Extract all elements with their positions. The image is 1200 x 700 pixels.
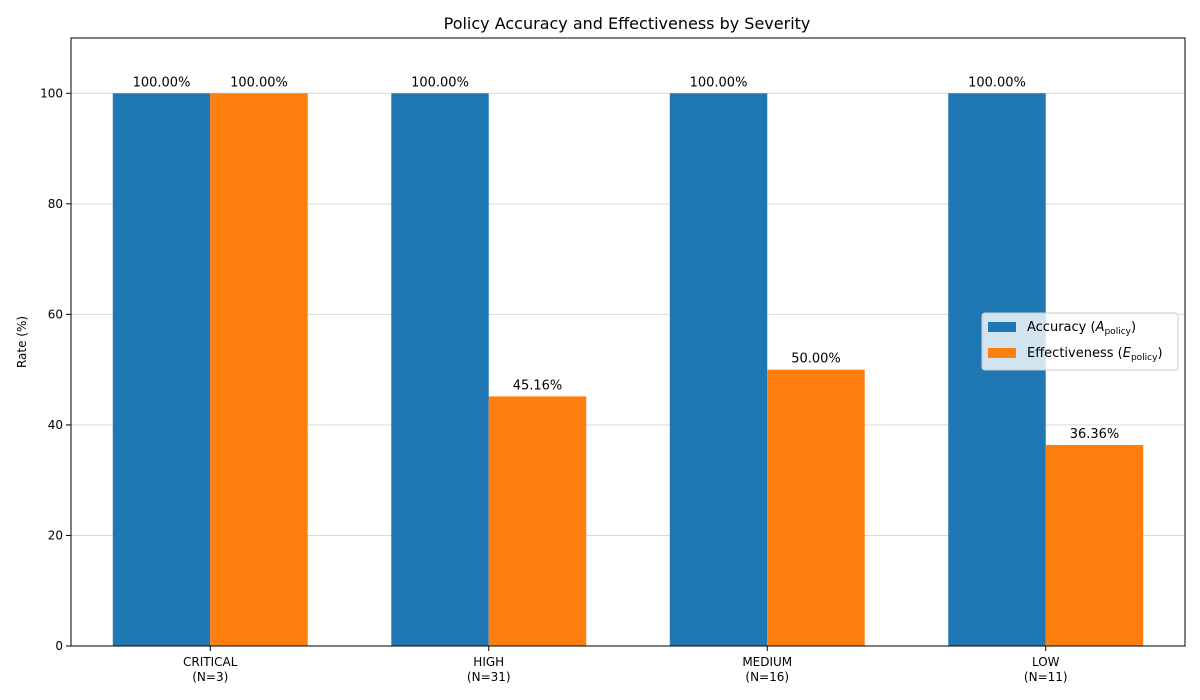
plot-frame	[70, 37, 1186, 647]
bar-data-label: 100.00%	[690, 75, 748, 90]
x-tick-label: CRITICAL (N=3)	[183, 655, 238, 684]
legend-entry-accuracy: Accuracy (Apolicy)	[1027, 320, 1136, 337]
bar-effectiveness-1	[488, 396, 587, 646]
bar-data-label: 50.00%	[791, 352, 841, 367]
bar-effectiveness-2	[767, 369, 865, 646]
y-tick-label: 100	[40, 86, 63, 100]
bar-accuracy-2	[669, 93, 768, 647]
bar-effectiveness-3	[1045, 445, 1144, 646]
legend-swatch-accuracy	[988, 322, 1016, 332]
bar-effectiveness-0	[210, 93, 308, 647]
legend-box	[981, 312, 1179, 371]
bar-accuracy-0	[112, 93, 211, 647]
y-tick-label: 20	[48, 528, 63, 542]
bar-data-label: 100.00%	[411, 75, 469, 90]
legend-entry-effectiveness: Effectiveness (Epolicy)	[1027, 346, 1163, 363]
x-tick-label: MEDIUM (N=16)	[742, 655, 792, 684]
bar-data-label: 100.00%	[230, 75, 288, 90]
legend: Accuracy (Apolicy) Effectiveness (Epolicy…	[981, 312, 1179, 371]
legend-swatch-effectiveness	[988, 348, 1016, 358]
bar-labels: 100.00% 100.00% 100.00% 45.16% 100.00% 50.00%…	[133, 75, 1120, 442]
y-tick-label: 80	[48, 197, 63, 211]
bar-data-label: 36.36%	[1070, 427, 1120, 442]
bar-data-label: 45.16%	[513, 378, 563, 393]
bar-accuracy-1	[391, 93, 489, 647]
y-tick-label: 0	[55, 639, 63, 653]
chart-title: Policy Accuracy and Effectiveness by Sev…	[444, 14, 811, 33]
x-tick-label: LOW (N=11)	[1024, 655, 1068, 684]
x-axis: CRITICAL (N=3) HIGH (N=31) MEDIUM (N=16) LOW (N…	[183, 646, 1068, 684]
y-axis-label: Rate (%)	[15, 316, 29, 368]
y-tick-label: 60	[48, 307, 63, 321]
y-tick-label: 40	[48, 418, 63, 432]
bar-data-label: 100.00%	[968, 75, 1026, 90]
x-tick-label: HIGH (N=31)	[467, 655, 511, 684]
bar-data-label: 100.00%	[133, 75, 191, 90]
y-axis: 0 20 40 60 80 100	[40, 86, 71, 653]
